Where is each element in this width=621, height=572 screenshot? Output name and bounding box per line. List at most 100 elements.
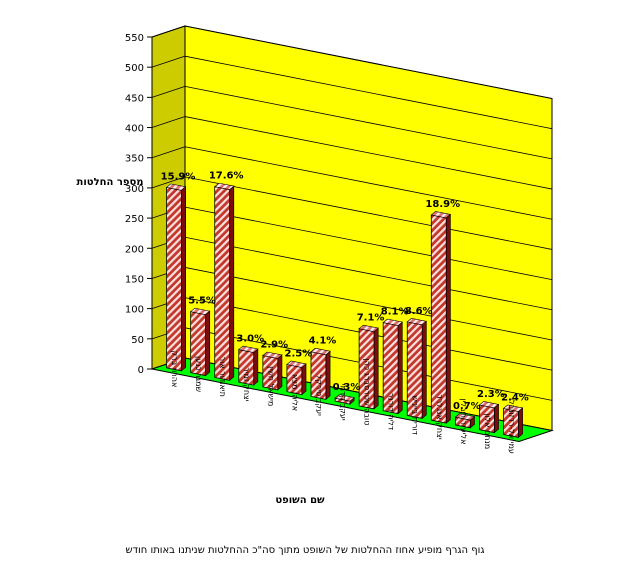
- bar-top: [430, 211, 452, 219]
- data-label: 2.4%: [501, 393, 529, 404]
- gridline-side: [151, 116, 186, 128]
- data-label: 2.9%: [260, 340, 288, 351]
- gridline: [184, 146, 553, 220]
- y-tick-label: 400: [125, 124, 144, 135]
- data-label: 5.5%: [188, 296, 216, 307]
- gridline-side: [151, 146, 186, 159]
- y-axis-title: מספר החלטות: [77, 177, 144, 188]
- category-label: דורית בייניש: [411, 395, 420, 435]
- bar-top: [406, 318, 428, 326]
- category-label: שמגר כנען: [194, 356, 203, 392]
- chart-walls: [150, 25, 554, 443]
- chart-caption: גוף הגרף מופיע אחוז ההחלטות של השופט מתו…: [126, 545, 485, 556]
- bar-side: [205, 310, 211, 377]
- data-labels: 15.9%5.5%17.6%3.0%2.9%2.5%4.1%0.3%7.1%8.…: [161, 171, 529, 412]
- data-label: 2.3%: [477, 389, 505, 400]
- bar-side: [397, 321, 403, 415]
- bar-top: [214, 182, 235, 190]
- y-tick-label: 550: [125, 33, 144, 44]
- category-label: יצחק אנגלרד: [435, 394, 444, 439]
- category-label: מנחם אלון: [483, 413, 492, 449]
- gridline: [184, 55, 553, 130]
- bar: [454, 413, 476, 429]
- bar-front: [214, 186, 231, 381]
- gridline: [184, 206, 553, 281]
- category-label: עמי אל-רדזונבלו: [507, 398, 516, 454]
- y-tick-label: 150: [125, 274, 144, 285]
- y-tick-label: 100: [125, 305, 144, 316]
- category-label: יעקב טירקל: [314, 375, 323, 417]
- gridline: [184, 267, 553, 341]
- bar-top: [165, 183, 187, 191]
- category-label: אליעזר ריבלין: [459, 398, 468, 444]
- bar-top: [334, 394, 355, 402]
- bar-side: [253, 348, 259, 386]
- data-label: 17.6%: [209, 171, 244, 182]
- category-label: יעקב קדמי: [339, 384, 348, 421]
- bar: [165, 183, 187, 372]
- bar: [189, 307, 211, 377]
- gridline: [184, 176, 553, 250]
- y-tick-label: 500: [125, 63, 144, 74]
- gridline-side: [151, 176, 186, 189]
- bar-top: [382, 318, 403, 326]
- bar-top: [262, 351, 283, 359]
- bar-side: [445, 213, 451, 424]
- data-label: 8.6%: [405, 306, 433, 317]
- bars: [165, 182, 524, 439]
- bar: [286, 360, 307, 396]
- category-label: מישאל חשין: [266, 366, 275, 406]
- data-label: 4.1%: [309, 336, 337, 347]
- bar-side: [301, 363, 307, 396]
- gridline: [184, 116, 553, 190]
- category-label: טובה שטרסברג כהן: [363, 358, 372, 425]
- gridline-side: [151, 25, 186, 38]
- bar: [214, 182, 235, 381]
- y-tick-label: 200: [125, 244, 144, 255]
- bar: [406, 318, 428, 420]
- category-label: תיאודור אור: [218, 357, 227, 397]
- data-label: 15.9%: [161, 171, 196, 182]
- bar-side: [421, 320, 427, 420]
- data-label: 0.7%: [453, 401, 481, 412]
- bar: [502, 404, 524, 439]
- bar: [238, 345, 259, 386]
- data-label: 2.5%: [284, 348, 312, 359]
- x-axis-title: שם השופט: [275, 495, 325, 506]
- y-tick-label: 350: [125, 154, 144, 165]
- category-label: אהרון ברק: [170, 351, 179, 388]
- bar-top: [454, 413, 476, 421]
- bar: [478, 401, 500, 434]
- category-labels: אהרון ברק שמגר כנען תיאודור אור יצחק זמיר מי…: [170, 351, 516, 454]
- bar-top: [238, 345, 259, 353]
- bar-side: [494, 403, 499, 434]
- bar-side: [277, 354, 283, 391]
- category-label: אליהו מצא: [290, 374, 299, 411]
- gridline-side: [151, 85, 186, 98]
- category-label: יצחק זמיר: [242, 367, 251, 402]
- data-label: 3.0%: [236, 334, 264, 345]
- bar-top: [502, 404, 524, 412]
- gridline: [184, 85, 553, 160]
- gridline: [184, 25, 553, 99]
- gridline-side: [151, 55, 186, 68]
- bar-side: [518, 407, 523, 439]
- bar-side: [181, 186, 186, 372]
- bar: [262, 351, 283, 391]
- bar-top: [310, 347, 331, 356]
- bar-top: [358, 324, 379, 332]
- data-label: 8.1%: [381, 307, 409, 318]
- y-tick-label: 50: [131, 335, 144, 346]
- bar-front: [166, 186, 182, 372]
- bar-side: [229, 185, 235, 381]
- y-tick-label: 0: [138, 365, 144, 376]
- bar-side: [373, 327, 379, 410]
- category-label: דליה דורנר: [387, 393, 396, 431]
- bar-top: [286, 360, 307, 368]
- data-label: 7.1%: [357, 313, 385, 324]
- y-axis: 0 50 100 150 200 250 300 350 400 450 500 550: [125, 33, 153, 376]
- bar: [334, 394, 355, 405]
- y-tick-label: 250: [125, 214, 144, 225]
- bar-top: [478, 401, 500, 409]
- gridline: [184, 236, 553, 311]
